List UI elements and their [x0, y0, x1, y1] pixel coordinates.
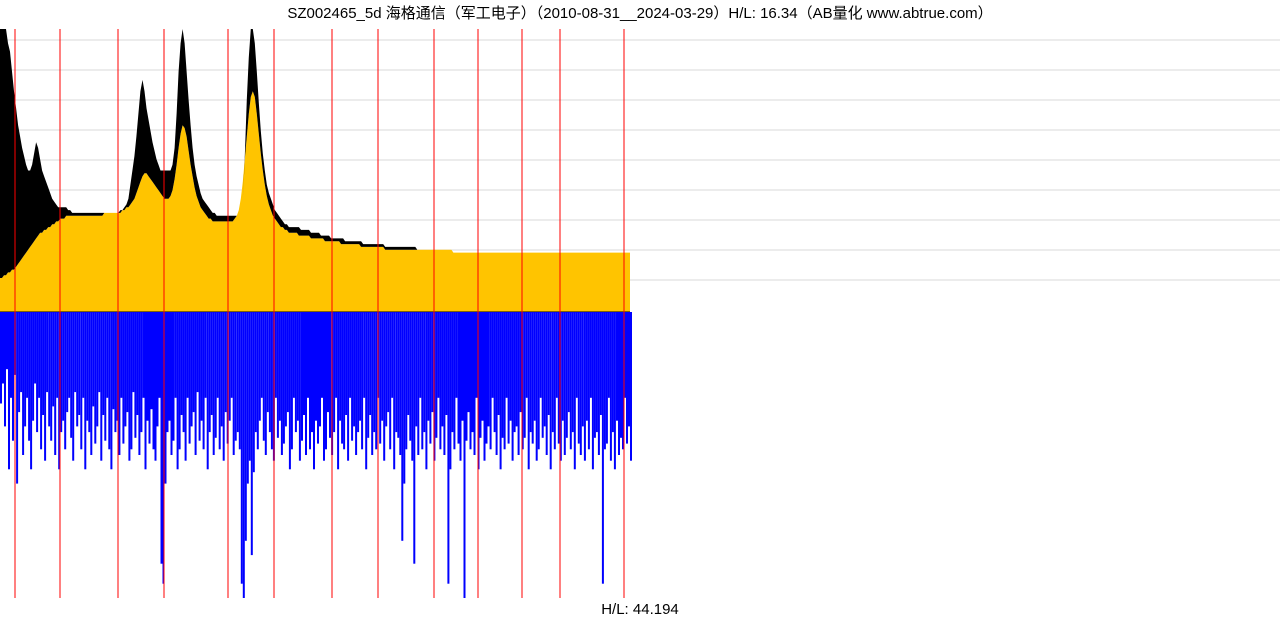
price-volume-chart: [0, 22, 1280, 598]
chart-title: SZ002465_5d 海格通信（军工电子）（2010-08-31__2024-…: [0, 2, 1280, 23]
chart-container: [0, 22, 1280, 598]
ratio-label: H/L: 44.194: [0, 601, 1280, 618]
